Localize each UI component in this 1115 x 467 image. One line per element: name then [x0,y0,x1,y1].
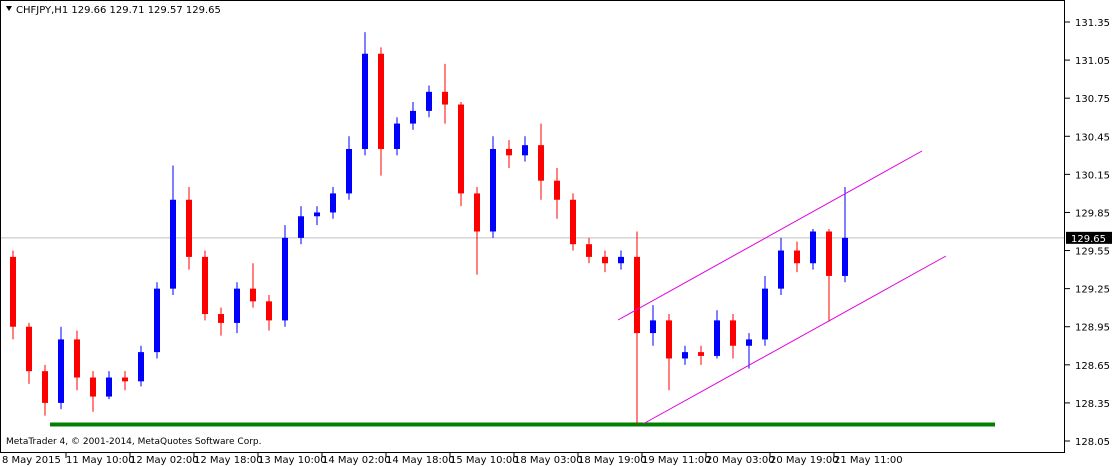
candle-body [538,145,544,181]
y-tick-label: 129.55 [1075,247,1110,258]
last-price-box [1066,231,1112,244]
candle-body [554,180,560,200]
x-tick-label: 12 May 02:00 [130,455,199,466]
y-tick-label: 129.85 [1075,208,1110,219]
candle-body [58,339,64,403]
y-tick-label: 130.15 [1075,170,1110,181]
candle-body [154,288,160,353]
candle-body [122,377,128,382]
x-tick-label: 19 May 11:00 [642,455,711,466]
y-tick-label: 131.35 [1075,18,1110,29]
candle-body [458,104,464,194]
symbol-arrow [6,6,12,11]
candle-body [634,256,640,334]
candle-body [826,231,832,276]
x-tick-label: 14 May 18:00 [386,455,455,466]
candle-body [778,250,784,289]
candle-body [266,301,272,321]
candle-body [474,193,480,232]
candle-body [394,123,400,149]
candle-body [282,237,288,321]
candle-body [298,216,304,238]
candle-body [442,91,448,105]
candle-body [570,199,576,245]
candle-body [234,288,240,323]
candle-body [666,320,672,359]
y-tick-label: 130.75 [1075,94,1110,105]
candle-body [698,352,704,356]
y-tick-label: 128.35 [1075,399,1110,410]
candle-body [42,371,48,403]
candle-body [346,148,352,194]
x-tick-label: 15 May 10:00 [450,455,519,466]
x-tick-label: 14 May 02:00 [322,455,391,466]
x-tick-label: 13 May 10:00 [258,455,327,466]
candle-body [138,352,144,382]
channel-upper [617,150,923,321]
candle-body [362,53,368,149]
candle-body [794,250,800,264]
candle-body [762,288,768,340]
candle-body [730,320,736,346]
channel-lower [642,255,947,425]
candle-body [106,377,112,397]
candle-body [682,352,688,359]
y-tick-label: 128.95 [1075,323,1110,334]
y-tick-label: 128.65 [1075,361,1110,372]
candle-body [618,256,624,264]
y-tick-label: 131.05 [1075,56,1110,67]
footer: MetaTrader 4, © 2001-2014, MetaQuotes So… [6,437,262,447]
candle-body [202,256,208,315]
x-tick-label: 12 May 18:00 [194,455,263,466]
x-tick-label: 8 May 2015 [2,455,61,466]
candle-body [314,212,320,217]
candle-body [426,91,432,111]
chart-header: CHFJPY,H1 129.66 129.71 129.57 129.65 [16,5,221,16]
x-tick-label: 18 May 03:00 [514,455,583,466]
x-tick-label: 21 May 11:00 [834,455,903,466]
x-tick-label: 18 May 19:00 [578,455,647,466]
y-tick-label: 130.45 [1075,132,1110,143]
last-price-label: 129.65 [1071,234,1106,245]
x-tick-label: 11 May 10:00 [66,455,135,466]
candle-body [74,339,80,378]
y-tick-label: 128.05 [1075,437,1110,448]
candle-body [330,193,336,213]
candle-body [10,256,16,327]
plot-frame [0,0,1065,453]
candle-body [378,53,384,149]
candle-body [250,288,256,302]
candle-body [650,320,656,334]
candle-body [218,314,224,323]
candle-body [186,199,192,257]
candle-body [842,237,848,276]
candle-body [506,148,512,156]
candle-body [714,320,720,356]
candle-body [810,231,816,264]
candle-body [522,145,528,156]
candle-body [26,326,32,372]
x-tick-label: 20 May 03:00 [706,455,775,466]
candle-body [586,244,592,257]
candle-body [602,256,608,264]
candle-body [90,377,96,397]
x-tick-label: 20 May 19:00 [770,455,839,466]
candle-body [170,199,176,289]
candle-body [746,339,752,346]
candle-body [410,110,416,124]
candle-body [490,148,496,232]
y-tick-label: 129.25 [1075,285,1110,296]
